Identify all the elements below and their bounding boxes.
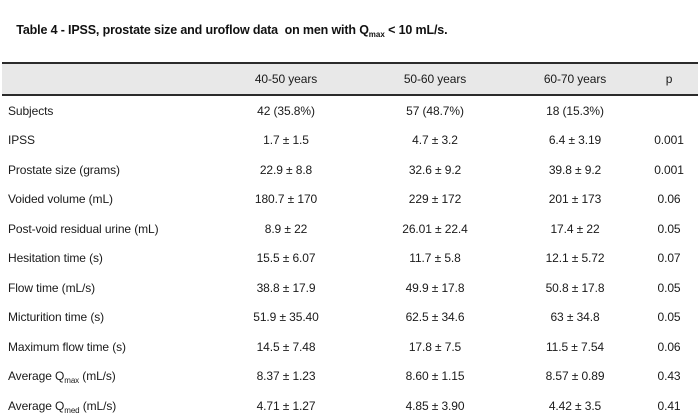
- table-row: Micturition time (s) 51.9 ± 35.40 62.5 ± 3…: [2, 303, 698, 333]
- cell-value: 62.5 ± 34.6: [405, 310, 465, 325]
- cell-value: 229 ± 172: [408, 192, 462, 207]
- cell-value: 8.60 ± 1.15: [405, 369, 465, 384]
- table-title-text: Table 4 - IPSS, prostate size and uroflo…: [16, 23, 369, 37]
- cell-value: 0.05: [657, 310, 681, 325]
- cell-value: 57 (48.7%): [406, 103, 464, 118]
- row-label-subscript: max: [64, 376, 80, 386]
- cell-value: 4.71 ± 1.27: [256, 398, 316, 413]
- cell-value: 32.6 ± 9.2: [408, 162, 462, 177]
- cell-value: 63 ± 34.8: [550, 310, 600, 325]
- cell-value: 15.5 ± 6.07: [256, 251, 316, 266]
- row-label: Hesitation time (s): [8, 251, 103, 266]
- cell-value: 0.06: [657, 192, 681, 207]
- cell-value: 12.1 ± 5.72: [545, 251, 605, 266]
- table-row: Flow time (mL/s) 38.8 ± 17.9 49.9 ± 17.8 50…: [2, 273, 698, 303]
- cell-value: 22.9 ± 8.8: [259, 162, 313, 177]
- header-cell-p: p: [640, 63, 698, 96]
- table-row: Prostate size (grams) 22.9 ± 8.8 32.6 ± 9.…: [2, 155, 698, 185]
- cell-value: 0.41: [657, 398, 681, 413]
- cell-value: 51.9 ± 35.40: [253, 310, 319, 325]
- header-cell-50-60-years: 50-60 years: [360, 63, 510, 96]
- header-cell-60-70-years: 60-70 years: [510, 63, 640, 96]
- data-table: 40-50 years 50-60 years 60-70 years p Su…: [2, 62, 698, 415]
- table-row: Hesitation time (s) 15.5 ± 6.07 11.7 ± 5.8…: [2, 244, 698, 274]
- row-label: Average Qmax (mL/s): [8, 369, 116, 386]
- cell-value: 0.43: [657, 369, 681, 384]
- cell-value: 17.4 ± 22: [550, 221, 600, 236]
- cell-value: 8.37 ± 1.23: [256, 369, 316, 384]
- table-title-subscript: max: [368, 30, 385, 39]
- cell-value: 18 (15.3%): [546, 103, 604, 118]
- cell-value: 0.001: [654, 133, 684, 148]
- row-label: IPSS: [8, 133, 35, 148]
- cell-value: 8.9 ± 22: [264, 221, 308, 236]
- cell-value: [640, 95, 698, 126]
- cell-value: 49.9 ± 17.8: [405, 280, 465, 295]
- cell-value: 0.001: [654, 162, 684, 177]
- row-label: Flow time (mL/s): [8, 280, 96, 295]
- cell-value: 0.05: [657, 221, 681, 236]
- cell-value: 14.5 ± 7.48: [256, 339, 316, 354]
- table-row: IPSS 1.7 ± 1.5 4.7 ± 3.2 6.4 ± 3.19 0.001: [2, 126, 698, 156]
- row-label: Post-void residual urine (mL): [8, 221, 159, 236]
- cell-value: 4.42 ± 3.5: [548, 398, 602, 413]
- cell-value: 4.7 ± 3.2: [412, 133, 458, 148]
- cell-value: 180.7 ± 170: [254, 192, 318, 207]
- cell-value: 38.8 ± 17.9: [256, 280, 316, 295]
- cell-value: 201 ± 173: [548, 192, 602, 207]
- header-row: 40-50 years 50-60 years 60-70 years p: [2, 63, 698, 96]
- table-row: Post-void residual urine (mL) 8.9 ± 22 26.…: [2, 214, 698, 244]
- table-row: Voided volume (mL) 180.7 ± 170 229 ± 172 20…: [2, 185, 698, 215]
- row-label: Prostate size (grams): [8, 162, 120, 177]
- cell-value: 0.06: [657, 339, 681, 354]
- cell-value: 4.85 ± 3.90: [405, 398, 465, 413]
- table-title: Table 4 - IPSS, prostate size and uroflo…: [0, 0, 700, 62]
- cell-value: 26.01 ± 22.4: [402, 221, 468, 236]
- row-label: Micturition time (s): [8, 310, 105, 325]
- row-label: Average Qmed (mL/s): [8, 398, 117, 415]
- cell-value: 42 (35.8%): [257, 103, 315, 118]
- table-row: Average Qmed (mL/s) 4.71 ± 1.27 4.85 ± 3.9…: [2, 391, 698, 415]
- cell-value: 8.57 ± 0.89: [545, 369, 605, 384]
- row-label: Voided volume (mL): [8, 192, 113, 207]
- cell-value: 0.05: [657, 280, 681, 295]
- table-row: Maximum flow time (s) 14.5 ± 7.48 17.8 ± 7…: [2, 332, 698, 362]
- header-cell-40-50-years: 40-50 years: [212, 63, 360, 96]
- table-row: Subjects 42 (35.8%) 57 (48.7%) 18 (15.3%): [2, 95, 698, 126]
- row-label: Maximum flow time (s): [8, 339, 126, 354]
- row-label: Subjects: [8, 103, 54, 118]
- cell-value: 1.7 ± 1.5: [263, 133, 309, 148]
- cell-value: 17.8 ± 7.5: [408, 339, 462, 354]
- header-cell-empty: [2, 63, 212, 96]
- cell-value: 6.4 ± 3.19: [548, 133, 602, 148]
- cell-value: 11.5 ± 7.54: [546, 339, 604, 354]
- cell-value: 39.8 ± 9.2: [548, 162, 602, 177]
- table-title-text-end: < 10 mL/s.: [384, 23, 448, 37]
- row-label-subscript: med: [64, 405, 80, 415]
- cell-value: 11.7 ± 5.8: [409, 251, 461, 266]
- cell-value: 50.8 ± 17.8: [545, 280, 605, 295]
- table-row: Average Qmax (mL/s) 8.37 ± 1.23 8.60 ± 1.1…: [2, 362, 698, 392]
- cell-value: 0.07: [657, 251, 681, 266]
